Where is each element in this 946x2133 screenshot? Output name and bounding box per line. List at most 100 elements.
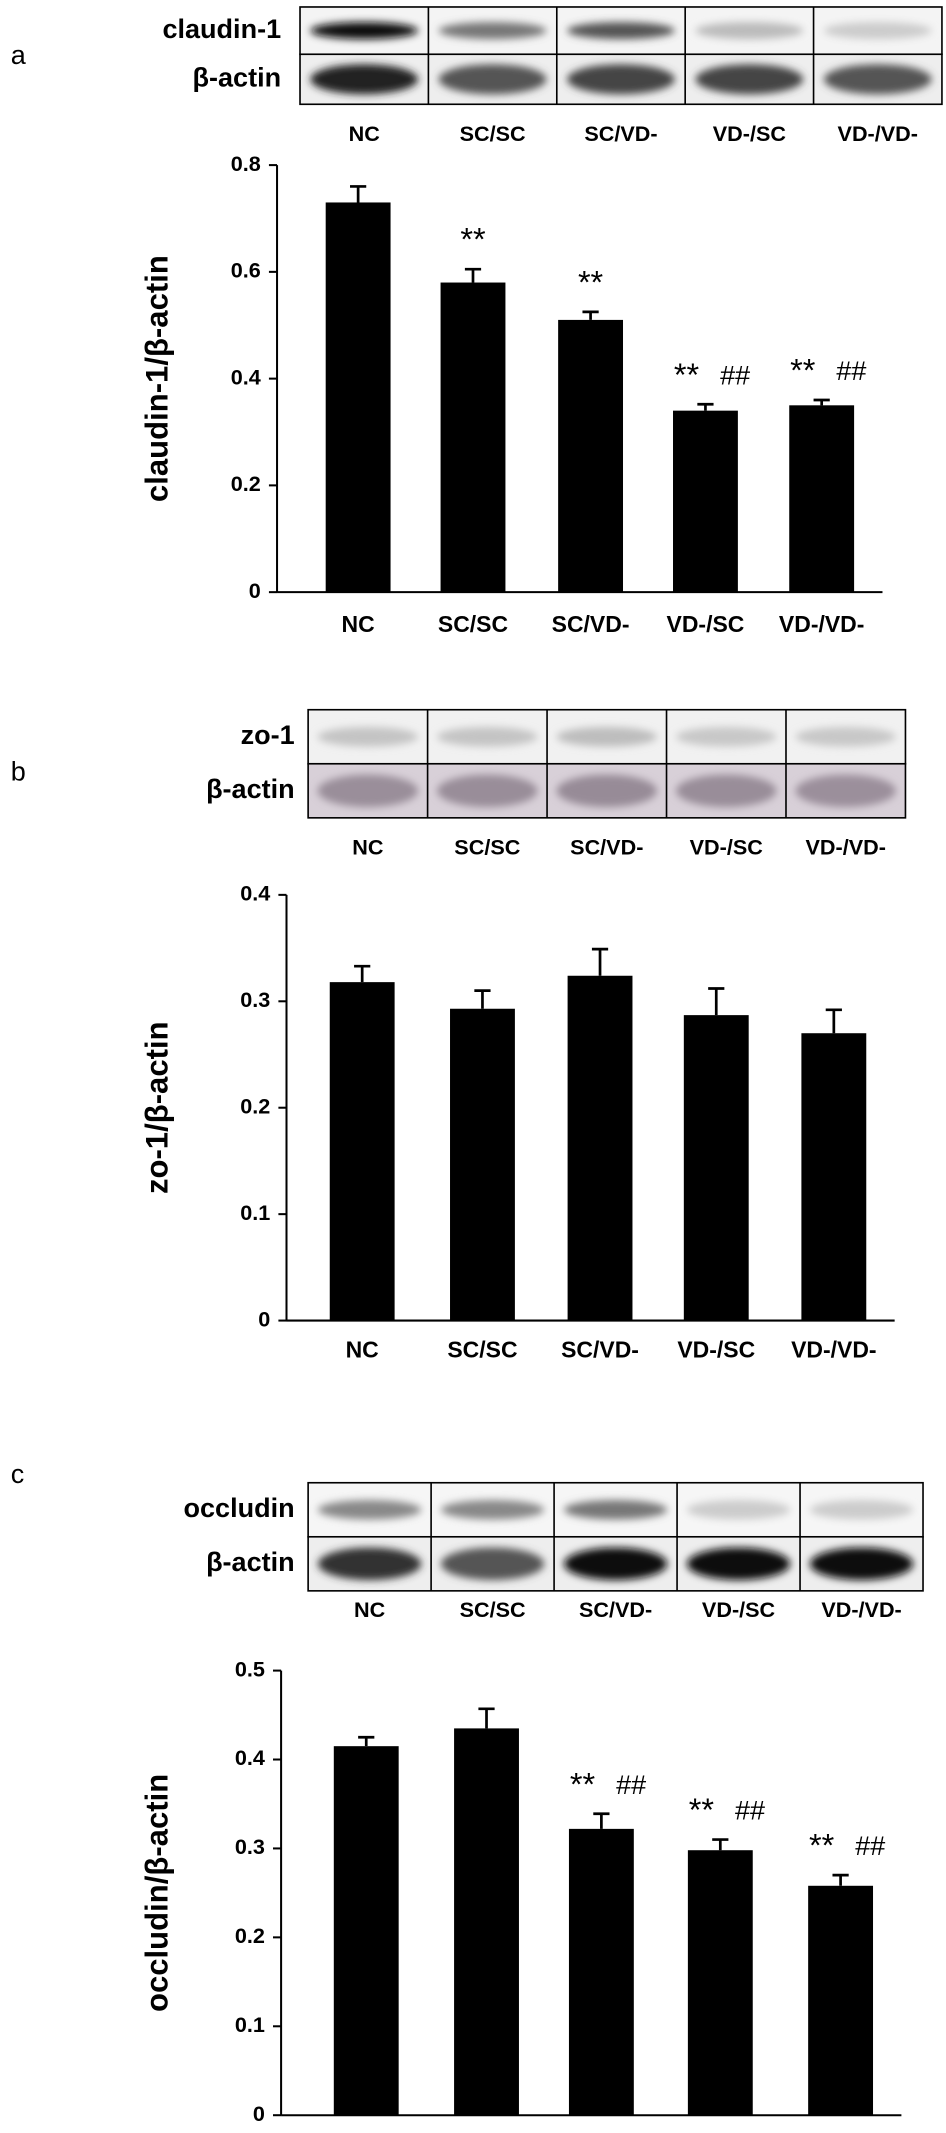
x-tick-label: VD-/VD-	[791, 1337, 877, 1363]
significance-hash: ##	[735, 1796, 765, 1826]
lane-label: SC/SC	[460, 121, 526, 146]
bar	[683, 1015, 749, 1321]
bar	[558, 319, 624, 593]
lane-label: SC/VD-	[584, 121, 657, 146]
panel-label: a	[11, 40, 27, 70]
error-bar	[350, 185, 367, 203]
error-bar	[825, 1008, 842, 1034]
x-tick-label: VD-/VD-	[798, 2130, 884, 2133]
lane-label: SC/VD-	[570, 835, 643, 860]
y-tick-label: 0.4	[231, 364, 261, 389]
y-axis-label: occludin/β-actin	[140, 1774, 175, 2012]
significance-hash: ##	[836, 356, 866, 386]
blot-band	[317, 727, 419, 747]
blot-band	[567, 22, 675, 40]
blot-band	[823, 64, 932, 95]
significance-star: **	[570, 1766, 596, 1802]
panel-label: b	[11, 756, 26, 786]
blot-band	[567, 64, 675, 95]
lane-label: NC	[354, 1597, 386, 1622]
blot-band	[676, 727, 777, 747]
blot-band	[317, 1547, 422, 1581]
blot-band	[809, 1547, 914, 1581]
panel-label: c	[11, 1459, 25, 1489]
x-tick-label: SC/VD-	[562, 2130, 640, 2133]
x-tick-label: NC	[342, 611, 375, 637]
blot-band	[686, 1500, 791, 1520]
blot-band	[556, 774, 657, 808]
blot-band	[310, 64, 419, 95]
blot-band	[437, 727, 538, 747]
error-bar	[593, 1812, 610, 1829]
error-bar	[358, 1735, 375, 1747]
lane-label: NC	[352, 835, 384, 860]
lane-label: VD-/VD-	[821, 1597, 901, 1622]
significance-star: **	[460, 222, 486, 258]
significance-star: **	[790, 353, 816, 389]
error-bar	[354, 964, 371, 983]
bar	[440, 282, 506, 593]
blot-band	[440, 1547, 545, 1581]
bar	[325, 202, 391, 593]
blot-band	[563, 1547, 668, 1581]
error-bar	[832, 1873, 849, 1886]
blot-band	[317, 1500, 422, 1520]
blot-band	[809, 1500, 914, 1520]
y-tick-label: 0.4	[235, 1745, 265, 1770]
bar	[454, 1728, 519, 2116]
y-tick-label: 0.6	[231, 258, 261, 283]
blot-band	[556, 727, 657, 747]
bar	[329, 982, 395, 1321]
significance-star: **	[689, 1792, 715, 1828]
bar	[333, 1746, 399, 2116]
error-bar	[697, 402, 714, 411]
error-bar	[591, 947, 609, 976]
y-tick-label: 0	[249, 578, 261, 603]
y-tick-label: 0.2	[240, 1093, 270, 1118]
y-tick-label: 0	[258, 1306, 270, 1331]
bar	[808, 1885, 874, 2116]
x-tick-label: SC/SC	[438, 611, 508, 637]
lane-label: VD-/VD-	[838, 121, 918, 146]
blot-band	[440, 1500, 545, 1520]
x-tick-label: VD-/SC	[677, 1337, 755, 1363]
bar	[568, 1828, 634, 2116]
y-tick-label: 0.5	[235, 1656, 265, 1681]
blot-row-label: zo-1	[241, 720, 295, 750]
significance-hash: ##	[616, 1770, 646, 1800]
bar	[801, 1033, 867, 1321]
blot-row-label: β-actin	[206, 1547, 295, 1577]
y-tick-label: 0.3	[240, 987, 270, 1012]
blot-band	[438, 64, 547, 95]
x-tick-label: VD-/VD-	[779, 611, 865, 637]
x-tick-label: SC/SC	[451, 2130, 521, 2133]
bar	[567, 975, 633, 1321]
x-tick-label: SC/VD-	[561, 1337, 639, 1363]
lane-label: NC	[349, 121, 381, 146]
x-tick-label: NC	[346, 1337, 379, 1363]
significance-star: **	[578, 264, 604, 300]
x-tick-label: SC/SC	[447, 1337, 517, 1363]
error-bar	[478, 1707, 495, 1729]
significance-hash: ##	[855, 1831, 885, 1861]
lane-label: VD-/VD-	[806, 835, 886, 860]
blot-band	[438, 22, 547, 40]
error-bar	[582, 310, 599, 320]
y-tick-label: 0.2	[235, 1923, 265, 1948]
lane-label: VD-/SC	[713, 121, 787, 146]
blot-band	[686, 1547, 791, 1581]
lane-label: SC/SC	[454, 835, 520, 860]
lane-label: SC/VD-	[579, 1597, 652, 1622]
blot-band	[795, 727, 896, 747]
x-tick-label: NC	[350, 2130, 383, 2133]
blot-band	[676, 774, 777, 808]
y-tick-label: 0.3	[235, 1834, 265, 1859]
blot-row-label: occludin	[184, 1493, 295, 1523]
x-tick-label: VD-/SC	[681, 2130, 759, 2133]
x-tick-label: VD-/SC	[667, 611, 745, 637]
y-tick-label: 0	[253, 2101, 265, 2126]
y-axis-label: claudin-1/β-actin	[140, 255, 175, 502]
significance-star: **	[809, 1828, 835, 1864]
bar	[450, 1008, 515, 1321]
